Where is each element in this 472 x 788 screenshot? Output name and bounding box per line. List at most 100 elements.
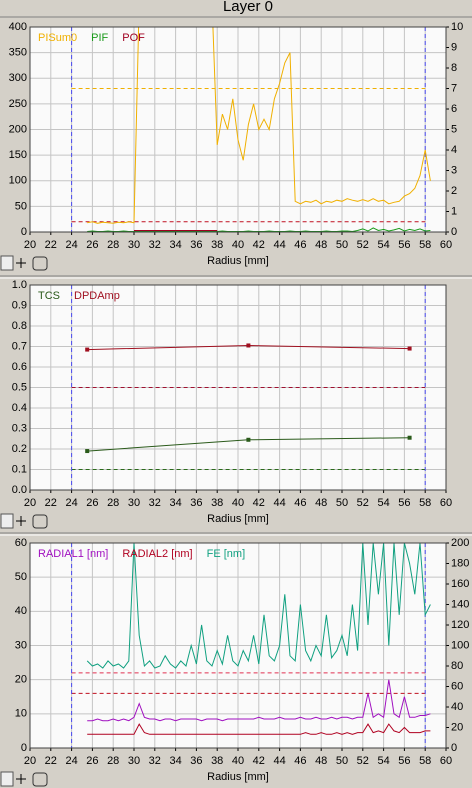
x-tick-label: 48 xyxy=(315,239,327,251)
y-tick-label: 0.0 xyxy=(12,484,27,496)
x-tick-label: 42 xyxy=(253,497,265,509)
y2-tick-label: 5 xyxy=(451,123,457,135)
page-title: Layer 0 xyxy=(223,0,273,15)
x-tick-label: 58 xyxy=(419,497,431,509)
y2-tick-label: 200 xyxy=(451,537,469,549)
x-tick-label: 28 xyxy=(107,239,119,251)
plot xyxy=(71,543,431,748)
legend-entry: PISum0 xyxy=(38,32,77,44)
x-tick-label: 36 xyxy=(190,755,202,767)
x-tick-label: 22 xyxy=(45,755,57,767)
add-button[interactable] xyxy=(16,258,26,268)
x-tick-label: 58 xyxy=(419,239,431,251)
add-button[interactable] xyxy=(16,774,26,784)
x-tick-label: 46 xyxy=(294,497,306,509)
pan-button[interactable] xyxy=(32,772,48,787)
y-tick-label: 0.4 xyxy=(12,402,27,414)
point xyxy=(85,347,90,352)
x-tick-label: 54 xyxy=(377,755,389,767)
zoom-button[interactable] xyxy=(0,255,14,271)
x-tick-label: 40 xyxy=(232,497,244,509)
x-tick-label: 60 xyxy=(440,239,452,251)
y-tick-label: 30 xyxy=(15,639,27,651)
y2-tick-label: 40 xyxy=(451,701,463,713)
toolbar[interactable] xyxy=(0,513,48,529)
x-tick-label: 60 xyxy=(440,497,452,509)
series-line xyxy=(87,723,431,735)
x-tick-label: 48 xyxy=(315,755,327,767)
zoom-button[interactable] xyxy=(0,513,14,529)
plot-border xyxy=(29,542,447,749)
y2-tick-label: 120 xyxy=(451,619,469,631)
toolbar[interactable] xyxy=(0,255,48,271)
series-line xyxy=(87,679,431,722)
legend-entry: TCS xyxy=(38,290,60,302)
x-tick-label: 34 xyxy=(169,755,181,767)
x-tick-label: 42 xyxy=(253,239,265,251)
y-tick-label: 0 xyxy=(21,226,27,238)
y-tick-label: 10 xyxy=(15,708,27,720)
point xyxy=(407,346,412,351)
x-tick-label: 32 xyxy=(149,497,161,509)
y-tick-label: 0.2 xyxy=(12,443,27,455)
series-line xyxy=(87,27,431,224)
y2-tick-label: 2 xyxy=(451,185,457,197)
legend-entry: FE [nm] xyxy=(207,548,246,560)
x-tick-label: 52 xyxy=(357,239,369,251)
x-tick-label: 24 xyxy=(65,497,77,509)
x-tick-label: 34 xyxy=(169,497,181,509)
x-tick-label: 20 xyxy=(24,497,36,509)
x-tick-label: 22 xyxy=(45,497,57,509)
x-tick-label: 56 xyxy=(398,497,410,509)
point xyxy=(85,449,90,454)
y2-tick-label: 8 xyxy=(451,62,457,74)
point xyxy=(407,435,412,440)
toolbar[interactable] xyxy=(0,771,48,787)
x-tick-label: 48 xyxy=(315,497,327,509)
zoom-button[interactable] xyxy=(0,771,14,787)
x-tick-label: 40 xyxy=(232,239,244,251)
y2-tick-label: 4 xyxy=(451,144,457,156)
y-tick-label: 20 xyxy=(15,674,27,686)
y-tick-label: 0.7 xyxy=(12,340,27,352)
y-tick-label: 0.9 xyxy=(12,299,27,311)
y-tick-label: 0.5 xyxy=(12,381,27,393)
plot xyxy=(71,285,426,490)
y2-tick-label: 140 xyxy=(451,598,469,610)
x-tick-label: 24 xyxy=(65,755,77,767)
y2-tick-label: 160 xyxy=(451,578,469,590)
x-tick-label: 44 xyxy=(273,755,285,767)
y2-tick-label: 1 xyxy=(451,205,457,217)
x-tick-label: 44 xyxy=(273,497,285,509)
y2-tick-label: 7 xyxy=(451,82,457,94)
legend-entry: POF xyxy=(122,32,145,44)
point xyxy=(246,437,251,442)
x-tick-label: 32 xyxy=(149,755,161,767)
x-tick-label: 32 xyxy=(149,239,161,251)
x-tick-label: 30 xyxy=(128,755,140,767)
x-tick-label: 56 xyxy=(398,755,410,767)
x-tick-label: 26 xyxy=(86,239,98,251)
x-tick-label: 20 xyxy=(24,755,36,767)
pan-button[interactable] xyxy=(32,514,48,529)
x-tick-label: 44 xyxy=(273,239,285,251)
y2-tick-label: 20 xyxy=(451,721,463,733)
y2-tick-label: 9 xyxy=(451,41,457,53)
point xyxy=(246,343,251,348)
x-tick-label: 38 xyxy=(211,755,223,767)
y2-tick-label: 10 xyxy=(451,21,463,33)
x-tick-label: 30 xyxy=(128,239,140,251)
chart: 20 22 24 26 28 30 32 34 36 38 40 42 44 46 48 50 52 54 56 58… xyxy=(12,279,452,525)
y-tick-label: 40 xyxy=(15,605,27,617)
x-tick-label: 36 xyxy=(190,497,202,509)
x-tick-label: 60 xyxy=(440,755,452,767)
y-tick-label: 50 xyxy=(15,571,27,583)
y2-tick-label: 60 xyxy=(451,680,463,692)
x-tick-label: 58 xyxy=(419,755,431,767)
add-button[interactable] xyxy=(16,516,26,526)
pan-button[interactable] xyxy=(32,256,48,271)
chart: 20 22 24 26 28 30 32 34 36 38 40 42 44 46 48 50 52 54 56 58… xyxy=(15,537,470,783)
x-tick-label: 26 xyxy=(86,755,98,767)
x-tick-label: 36 xyxy=(190,239,202,251)
